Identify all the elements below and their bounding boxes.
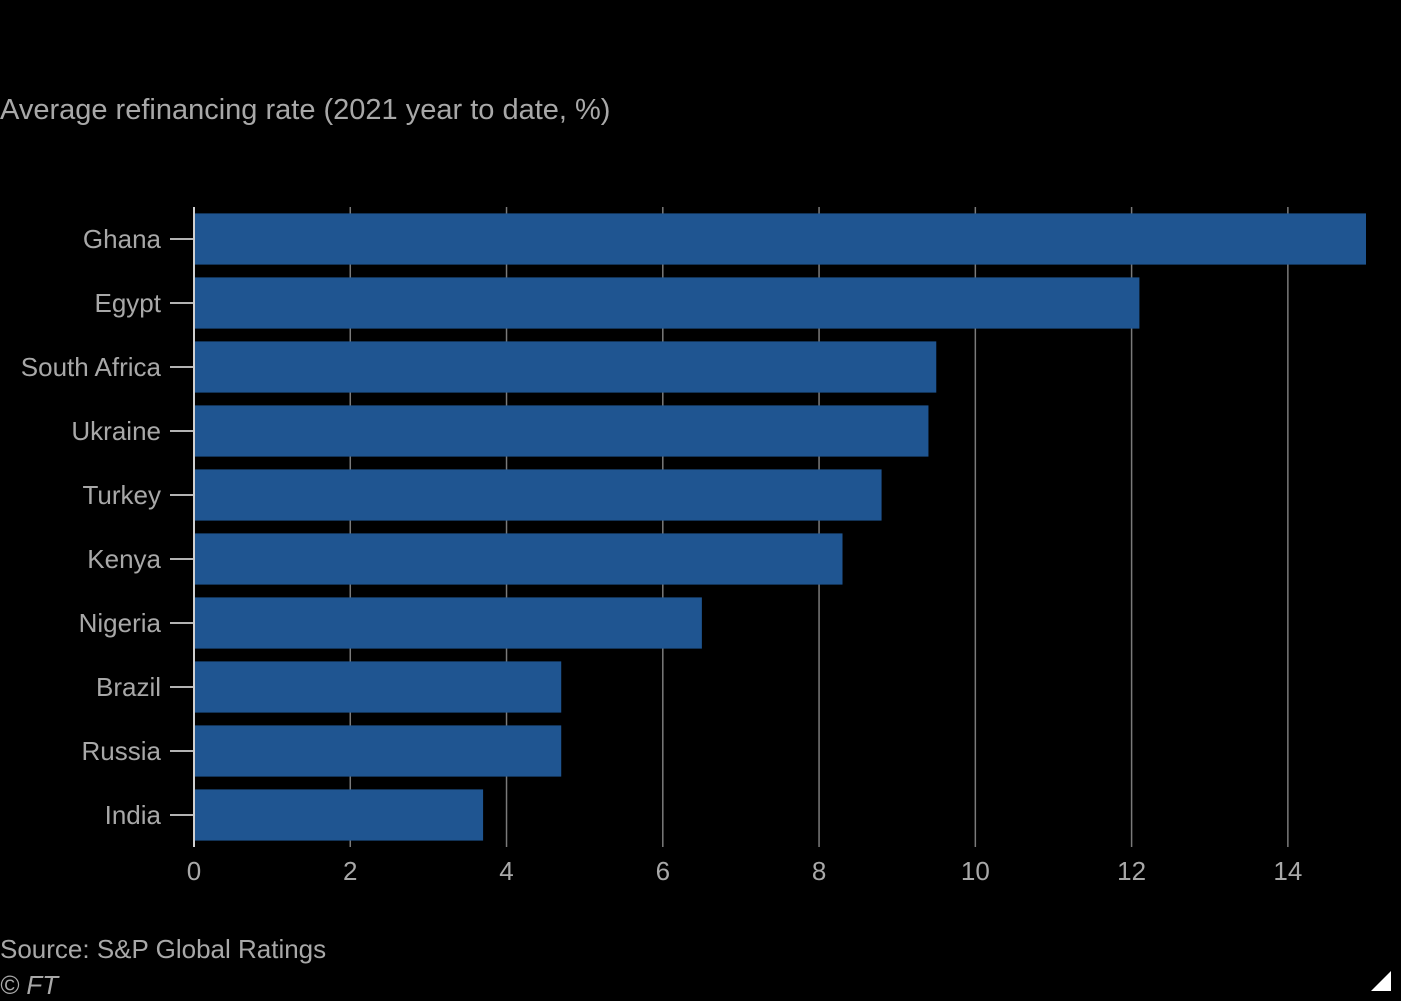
chart-copyright: © FT bbox=[0, 970, 59, 1000]
bar bbox=[194, 533, 843, 585]
bar bbox=[194, 661, 562, 713]
bar bbox=[194, 277, 1140, 329]
x-tick-label: 4 bbox=[499, 856, 513, 886]
bar bbox=[194, 789, 484, 841]
x-tick-label: 14 bbox=[1273, 856, 1302, 886]
x-tick-label: 0 bbox=[187, 856, 201, 886]
category-label: India bbox=[105, 800, 162, 830]
bar bbox=[194, 341, 937, 393]
bars bbox=[194, 213, 1366, 841]
bar bbox=[194, 597, 702, 649]
category-label: Ukraine bbox=[71, 416, 161, 446]
category-label: Nigeria bbox=[79, 608, 162, 638]
bar bbox=[194, 213, 1366, 265]
chart-source: Source: S&P Global Ratings bbox=[0, 934, 327, 964]
triangle-resize-icon bbox=[1371, 971, 1391, 991]
x-tick-label: 12 bbox=[1117, 856, 1146, 886]
labels: 0 2 4 6 8 10 12 14 Ghana Egypt South Africa Ukraine… bbox=[21, 224, 1303, 886]
x-tick-label: 10 bbox=[961, 856, 990, 886]
category-label: Russia bbox=[82, 736, 162, 766]
x-tick-label: 2 bbox=[343, 856, 357, 886]
x-tick-label: 6 bbox=[656, 856, 670, 886]
bar bbox=[194, 405, 929, 457]
category-label: Ghana bbox=[83, 224, 162, 254]
category-label: Egypt bbox=[95, 288, 162, 318]
axes bbox=[170, 207, 195, 847]
chart-subtitle: Average refinancing rate (2021 year to d… bbox=[0, 94, 611, 126]
bar bbox=[194, 725, 562, 777]
bar bbox=[194, 469, 882, 521]
category-label: Turkey bbox=[83, 480, 162, 510]
category-label: South Africa bbox=[21, 352, 162, 382]
category-label: Kenya bbox=[87, 544, 161, 574]
category-label: Brazil bbox=[96, 672, 161, 702]
x-tick-label: 8 bbox=[812, 856, 826, 886]
